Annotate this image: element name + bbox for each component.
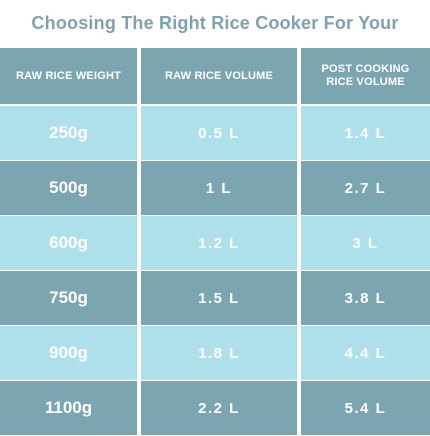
cell-cooked-volume: 1.4 L	[301, 106, 430, 160]
table-row: 900g 1.8 L 4.4 L	[0, 326, 430, 380]
cell-cooked-volume: 3 L	[301, 216, 430, 270]
table-row: 600g 1.2 L 3 L	[0, 216, 430, 270]
table-row: 1100g 2.2 L 5.4 L	[0, 381, 430, 435]
table-row: 250g 0.5 L 1.4 L	[0, 106, 430, 160]
cell-weight: 600g	[0, 216, 137, 270]
table-row: 750g 1.5 L 3.8 L	[0, 271, 430, 325]
cell-raw-volume: 2.2 L	[141, 381, 297, 435]
table-header-row: RAW RICE WEIGHT RAW RICE VOLUME POST COO…	[0, 48, 430, 104]
page-title: Choosing The Right Rice Cooker For Your …	[31, 13, 399, 79]
header-post-cooking-volume: POST COOKING RICE VOLUME	[301, 48, 430, 104]
rice-volume-table: RAW RICE WEIGHT RAW RICE VOLUME POST COO…	[0, 48, 430, 436]
table-row: 500g 1 L 2.7 L	[0, 161, 430, 215]
cell-raw-volume: 0.5 L	[141, 106, 297, 160]
cell-cooked-volume: 5.4 L	[301, 381, 430, 435]
cell-weight: 250g	[0, 106, 137, 160]
cell-weight: 1100g	[0, 381, 137, 435]
header-raw-rice-volume: RAW RICE VOLUME	[141, 48, 297, 104]
header-raw-rice-weight: RAW RICE WEIGHT	[0, 48, 137, 104]
cell-weight: 500g	[0, 161, 137, 215]
cell-cooked-volume: 2.7 L	[301, 161, 430, 215]
cell-cooked-volume: 4.4 L	[301, 326, 430, 380]
cell-raw-volume: 1.5 L	[141, 271, 297, 325]
cell-raw-volume: 1 L	[141, 161, 297, 215]
cell-weight: 750g	[0, 271, 137, 325]
cell-raw-volume: 1.2 L	[141, 216, 297, 270]
cell-raw-volume: 1.8 L	[141, 326, 297, 380]
cell-weight: 900g	[0, 326, 137, 380]
cell-cooked-volume: 3.8 L	[301, 271, 430, 325]
